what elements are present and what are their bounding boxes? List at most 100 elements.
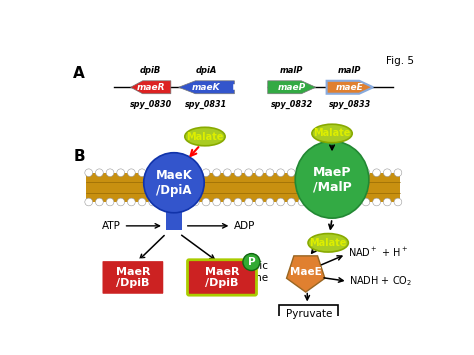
Circle shape: [319, 169, 327, 176]
Circle shape: [234, 198, 242, 206]
FancyBboxPatch shape: [279, 305, 338, 324]
Text: A: A: [73, 66, 85, 81]
Circle shape: [149, 169, 156, 176]
Circle shape: [266, 169, 274, 176]
Text: dpiA: dpiA: [196, 66, 217, 75]
Circle shape: [351, 198, 359, 206]
Circle shape: [170, 198, 178, 206]
Text: MaeE: MaeE: [290, 267, 321, 277]
Circle shape: [243, 253, 260, 271]
Text: Fig. 5: Fig. 5: [386, 56, 414, 66]
Text: MaeK
/DpiA: MaeK /DpiA: [155, 169, 192, 197]
Text: Malate: Malate: [186, 132, 224, 142]
Bar: [86, 173, 400, 202]
Text: malP: malP: [280, 66, 303, 75]
Bar: [166, 187, 182, 230]
Circle shape: [191, 198, 199, 206]
Polygon shape: [327, 81, 373, 94]
Circle shape: [138, 198, 146, 206]
Circle shape: [383, 198, 391, 206]
Text: ADP: ADP: [234, 221, 255, 231]
Text: MaeR
/DpiB: MaeR /DpiB: [116, 267, 150, 288]
Text: spy_0832: spy_0832: [271, 100, 313, 109]
Circle shape: [128, 169, 135, 176]
Circle shape: [298, 198, 306, 206]
Polygon shape: [130, 81, 171, 94]
Circle shape: [213, 169, 220, 176]
Circle shape: [351, 169, 359, 176]
Ellipse shape: [144, 153, 204, 213]
Circle shape: [128, 198, 135, 206]
Circle shape: [255, 169, 263, 176]
Ellipse shape: [312, 124, 352, 143]
Text: maeP: maeP: [278, 83, 306, 92]
Text: NADH + CO$_2$: NADH + CO$_2$: [349, 274, 412, 288]
Text: Malate: Malate: [313, 129, 351, 138]
Circle shape: [213, 198, 220, 206]
Circle shape: [287, 169, 295, 176]
Ellipse shape: [185, 127, 225, 146]
Circle shape: [202, 169, 210, 176]
Text: malP: malP: [338, 66, 362, 75]
Circle shape: [223, 169, 231, 176]
Text: maeR: maeR: [137, 83, 165, 92]
Circle shape: [394, 198, 402, 206]
Circle shape: [341, 198, 348, 206]
FancyBboxPatch shape: [101, 260, 164, 295]
Circle shape: [159, 198, 167, 206]
Circle shape: [362, 198, 370, 206]
Circle shape: [341, 169, 348, 176]
Circle shape: [170, 169, 178, 176]
Circle shape: [330, 169, 338, 176]
Circle shape: [117, 198, 125, 206]
Circle shape: [373, 169, 381, 176]
Circle shape: [266, 198, 274, 206]
Polygon shape: [268, 81, 316, 94]
Ellipse shape: [308, 234, 348, 252]
Circle shape: [95, 169, 103, 176]
Circle shape: [95, 198, 103, 206]
Circle shape: [181, 198, 189, 206]
Circle shape: [117, 169, 125, 176]
Text: maeK: maeK: [192, 83, 221, 92]
Text: P: P: [247, 257, 255, 267]
Circle shape: [106, 169, 114, 176]
Circle shape: [106, 198, 114, 206]
Circle shape: [202, 198, 210, 206]
Text: spy_0833: spy_0833: [329, 100, 371, 109]
Circle shape: [373, 198, 381, 206]
Text: NAD$^+$ + H$^+$: NAD$^+$ + H$^+$: [347, 246, 408, 260]
Text: Malic
enzyme: Malic enzyme: [228, 261, 268, 283]
Circle shape: [149, 198, 156, 206]
FancyBboxPatch shape: [188, 260, 256, 295]
Circle shape: [319, 198, 327, 206]
Text: maeE: maeE: [336, 83, 364, 92]
Circle shape: [234, 169, 242, 176]
Text: Malate: Malate: [310, 238, 347, 248]
Text: spy_0830: spy_0830: [129, 100, 172, 109]
Circle shape: [277, 198, 284, 206]
Circle shape: [309, 198, 317, 206]
Text: MaeR
/DpiB: MaeR /DpiB: [205, 267, 239, 288]
Circle shape: [255, 198, 263, 206]
Circle shape: [223, 198, 231, 206]
Polygon shape: [179, 81, 235, 94]
Circle shape: [362, 169, 370, 176]
Circle shape: [287, 198, 295, 206]
Text: dpiB: dpiB: [140, 66, 161, 75]
Circle shape: [159, 169, 167, 176]
Polygon shape: [287, 256, 325, 292]
Circle shape: [394, 169, 402, 176]
Text: ATP: ATP: [102, 221, 121, 231]
Circle shape: [309, 169, 317, 176]
Ellipse shape: [295, 141, 369, 218]
Circle shape: [138, 169, 146, 176]
Circle shape: [191, 169, 199, 176]
Text: Pyruvate: Pyruvate: [286, 310, 332, 320]
Circle shape: [330, 198, 338, 206]
Circle shape: [298, 169, 306, 176]
Circle shape: [383, 169, 391, 176]
Circle shape: [277, 169, 284, 176]
Text: B: B: [73, 149, 85, 164]
Circle shape: [181, 169, 189, 176]
